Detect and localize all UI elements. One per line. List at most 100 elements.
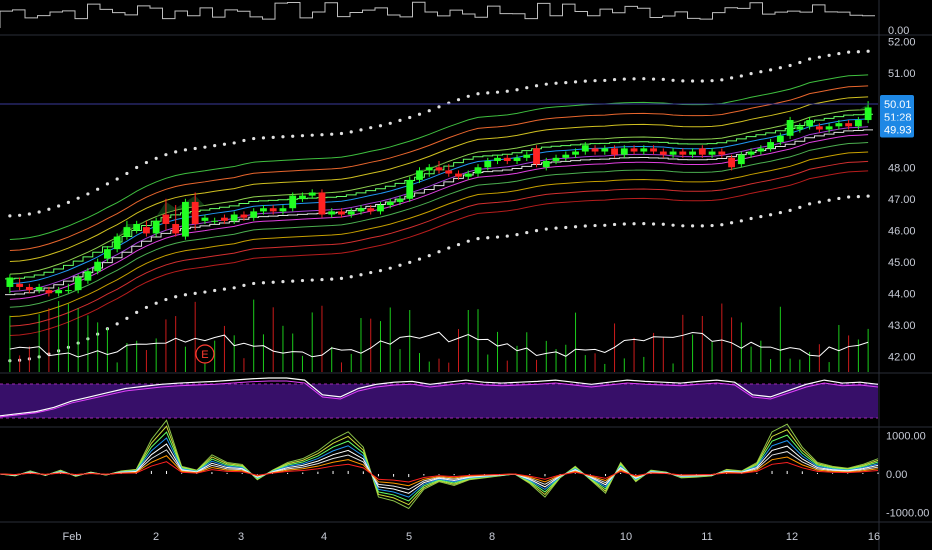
sar-dot-upper: [115, 177, 119, 181]
sar-dot-upper: [281, 135, 285, 139]
sar-dot-lower: [515, 233, 519, 237]
price-tick-label: 44.00: [888, 288, 916, 300]
sar-dot-upper: [486, 91, 490, 95]
sar-dot-lower: [349, 275, 353, 279]
sar-dot-lower: [203, 290, 207, 294]
candle-body: [328, 211, 336, 215]
sar-dot-upper: [603, 78, 607, 83]
sar-dot-upper: [612, 77, 617, 82]
candle-body: [35, 286, 43, 291]
sar-dot-upper: [778, 66, 782, 70]
candle-body: [503, 157, 511, 161]
sar-dot-lower: [154, 301, 158, 305]
candle-body: [162, 214, 170, 224]
sar-dot-lower: [427, 253, 431, 258]
sar-dot-upper: [330, 132, 334, 136]
sar-dot-upper: [320, 133, 324, 137]
sar-dot-upper: [339, 131, 344, 136]
sar-dot-upper: [300, 134, 305, 138]
candle-body: [133, 223, 141, 231]
oscillator-tick-label: 1000.00: [886, 431, 926, 443]
candle-body: [425, 167, 433, 171]
sar-dot-lower: [603, 223, 607, 227]
sar-dot-lower: [778, 210, 782, 215]
sar-dot-lower: [242, 283, 246, 287]
sar-dot-lower: [681, 224, 685, 228]
candle-body: [484, 160, 492, 168]
candlestick-series: E: [0, 101, 878, 364]
sar-dot-lower: [710, 223, 714, 228]
sar-dot-upper: [544, 82, 548, 86]
step-line: [5, 113, 873, 280]
sar-dot-lower: [564, 225, 568, 230]
sar-dot-lower: [661, 222, 665, 226]
candle-body: [269, 208, 277, 212]
sar-dot-upper: [564, 81, 568, 85]
sar-dot-upper: [768, 68, 773, 72]
sar-dot-upper: [466, 94, 470, 98]
indicator-band: [9, 96, 869, 263]
oscillator-signal-line: [0, 380, 879, 418]
sar-dot-lower: [193, 291, 197, 295]
sar-dot-lower: [837, 196, 841, 201]
candle-body: [55, 290, 63, 294]
candle-body: [74, 277, 82, 291]
sar-dot-upper: [271, 135, 275, 139]
sar-dot-upper: [76, 196, 80, 200]
sar-dot-upper: [193, 146, 197, 151]
sar-dot-lower: [554, 226, 558, 230]
sar-dot-lower: [388, 266, 392, 270]
sar-dot-upper: [437, 105, 441, 109]
sar-dot-upper: [573, 80, 578, 84]
sar-dot-lower: [456, 242, 461, 247]
candle-body: [123, 227, 131, 237]
sar-dot-lower: [135, 310, 139, 315]
sar-dot-upper: [856, 50, 860, 54]
candle-body: [581, 145, 589, 152]
sar-dot-upper: [86, 192, 90, 196]
sar-dot-upper: [837, 51, 841, 56]
candle-body: [103, 249, 111, 259]
candle-body: [523, 154, 531, 158]
oscillator-tick-label: 0.00: [886, 469, 907, 481]
sar-dot-lower: [447, 246, 451, 250]
candle-body: [845, 123, 853, 127]
candle-body: [182, 201, 189, 237]
candle-body: [347, 211, 355, 215]
candle-body: [864, 107, 872, 121]
candle-body: [796, 126, 804, 130]
candle-body: [84, 271, 92, 281]
time-tick-label: 11: [701, 531, 712, 543]
candle-body: [435, 167, 443, 171]
cloud-area: [9, 104, 869, 275]
price-tick-label: 47.00: [888, 194, 916, 206]
sar-dot-lower: [671, 223, 675, 227]
candle-body: [416, 170, 423, 180]
sar-dot-upper: [515, 88, 519, 92]
sar-dot-lower: [525, 230, 529, 235]
sar-dot-upper: [651, 77, 656, 81]
sar-dot-upper: [174, 150, 178, 154]
candle-body: [757, 148, 765, 152]
sar-dot-lower: [739, 219, 743, 223]
price-tick-label: 48.00: [888, 162, 916, 174]
sar-dot-upper: [690, 79, 695, 83]
sar-dot-lower: [534, 229, 539, 233]
sar-dot-lower: [642, 222, 646, 226]
earnings-event-marker: [195, 344, 215, 364]
sar-dot-upper: [408, 115, 412, 120]
sar-dot-lower: [788, 208, 792, 213]
sar-dot-upper: [310, 133, 314, 137]
candle-body: [172, 223, 180, 234]
candle-body: [396, 198, 404, 202]
sar-dot-upper: [476, 92, 480, 96]
sar-dot-lower: [856, 195, 860, 199]
sar-dot-lower: [476, 237, 480, 241]
candle-body: [338, 211, 345, 215]
volume-panel: [0, 1, 875, 28]
sar-dot-upper: [417, 112, 422, 116]
sar-dot-upper: [710, 79, 714, 83]
sar-dot-upper: [681, 79, 685, 83]
